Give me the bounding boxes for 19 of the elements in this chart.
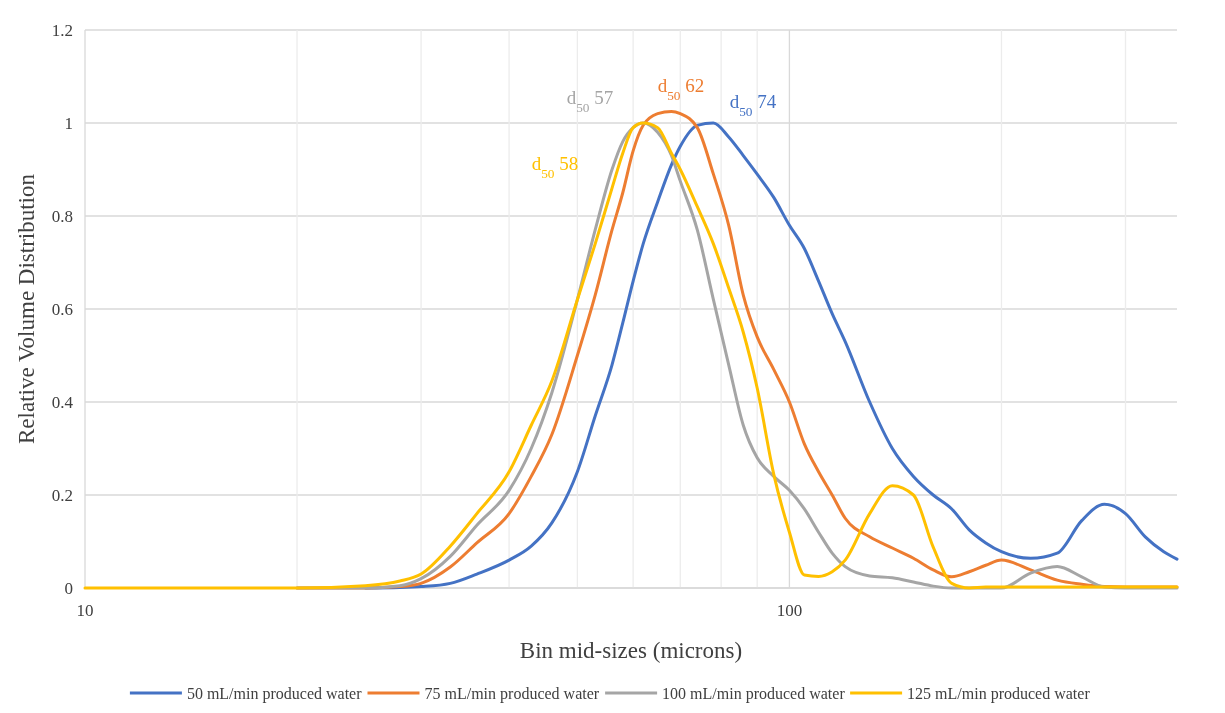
annotation: d$_{50}$ 58 — [531, 152, 579, 181]
y-tick-label: 0.4 — [51, 392, 74, 412]
legend-label: 100 mL/min produced water — [662, 684, 846, 703]
x-tick-label: 10 — [76, 601, 94, 620]
y-tick-label: 0.6 — [51, 299, 73, 319]
legend-label: 125 mL/min produced water — [907, 684, 1091, 703]
x-axis-title: Bin mid-sizes (microns) — [519, 638, 743, 663]
y-axis-title: Relative Volume Distribution — [14, 173, 39, 445]
y-tick-label: 0 — [64, 578, 73, 598]
y-tick-label: 1 — [64, 113, 73, 133]
annotation: d$_{50}$ 57 — [566, 86, 614, 115]
annotation: d$_{50}$ 74 — [729, 90, 777, 119]
y-tick-label: 0.2 — [51, 485, 73, 505]
y-tick-label: 0.8 — [51, 206, 73, 226]
y-tick-label: 1.2 — [51, 20, 73, 40]
x-tick-label: 100 — [776, 601, 803, 620]
annotation: d$_{50}$ 62 — [657, 74, 705, 103]
legend-label: 75 mL/min produced water — [424, 684, 600, 703]
legend-label: 50 mL/min produced water — [186, 684, 363, 703]
